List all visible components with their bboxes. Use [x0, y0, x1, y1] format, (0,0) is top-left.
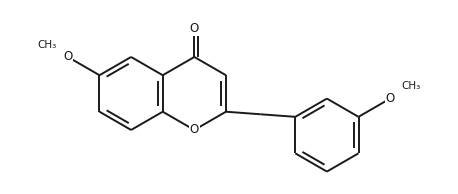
Text: CH₃: CH₃ — [402, 81, 421, 91]
Text: O: O — [190, 22, 199, 35]
Text: O: O — [190, 123, 199, 136]
Text: CH₃: CH₃ — [37, 40, 56, 50]
Text: O: O — [386, 92, 395, 105]
Text: O: O — [63, 50, 72, 63]
